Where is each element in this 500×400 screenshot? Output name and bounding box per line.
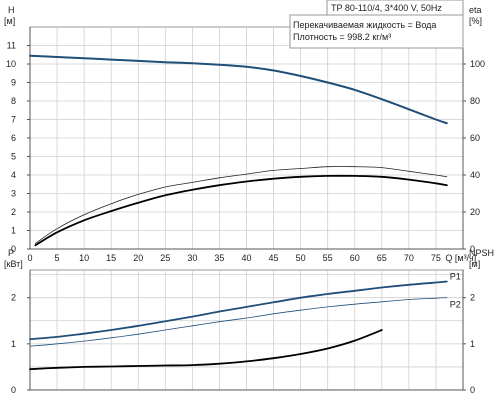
y2-tick-label: 60 <box>470 133 480 143</box>
chart-title: TP 80-110/4, 3*400 V, 50Hz <box>331 3 442 13</box>
x-tick-label: 0 <box>27 253 32 263</box>
x-tick-label: 45 <box>269 253 279 263</box>
x-tick-label: 20 <box>133 253 143 263</box>
y-tick-label: 9 <box>11 78 16 88</box>
y2-tick-label: 80 <box>470 96 480 106</box>
y-tick-label: 4 <box>11 170 16 180</box>
y2-tick-label: 20 <box>470 207 480 217</box>
y-tick-label: 8 <box>11 96 16 106</box>
y-tick-label: 7 <box>11 115 16 125</box>
x-tick-label: 10 <box>79 253 89 263</box>
chart-annotation: Плотность = 998.2 кг/м³ <box>293 32 391 42</box>
y-axis-label: H <box>8 5 15 15</box>
series-line-1-3 <box>34 174 448 247</box>
y-axis-label: P <box>8 248 14 258</box>
x-tick-label: 50 <box>296 253 306 263</box>
x-tick-label: 75 <box>431 253 441 263</box>
info-box: TP 80-110/4, 3*400 V, 50Hz Перекачиваемая… <box>289 0 464 49</box>
y2-axis-label: NPSH <box>469 248 494 258</box>
x-tick-label: 40 <box>241 253 251 263</box>
y-tick-label: 10 <box>6 59 16 69</box>
series-line-p2 <box>29 297 448 347</box>
series-line-2-3 <box>29 329 383 371</box>
x-tick-label: 65 <box>377 253 387 263</box>
y-tick-label: 1 <box>11 339 16 349</box>
x-tick-label: 25 <box>160 253 170 263</box>
series-line-p1 <box>29 280 448 341</box>
x-tick-label: 15 <box>106 253 116 263</box>
x-tick-label: 5 <box>55 253 60 263</box>
x-tick-label: 30 <box>187 253 197 263</box>
y2-tick-label: 0 <box>470 385 475 395</box>
y-tick-label: 11 <box>7 41 16 51</box>
x-tick-label: 70 <box>404 253 414 263</box>
y2-axis-unit: [%] <box>469 16 482 26</box>
y-tick-label: 0 <box>11 385 16 395</box>
y2-axis-unit: [м] <box>469 259 480 269</box>
y-tick-label: 0 <box>11 244 16 254</box>
series-line-1-2 <box>35 166 448 244</box>
y-tick-label: 2 <box>11 293 16 303</box>
y2-tick-label: 2 <box>470 293 475 303</box>
x-tick-label: 60 <box>350 253 360 263</box>
x-tick-label: 35 <box>214 253 224 263</box>
series-label-p2: P2 <box>450 300 461 310</box>
chart-annotation: Перекачиваемая жидкость = Вода <box>293 20 436 30</box>
series-label-p1: P1 <box>450 272 461 282</box>
y2-axis-label: eta <box>469 5 482 15</box>
y-tick-label: 6 <box>11 133 16 143</box>
y-tick-label: 5 <box>11 152 16 162</box>
y2-tick-label: 40 <box>470 170 480 180</box>
x-axis-label: Q <box>445 253 452 263</box>
y-tick-label: 2 <box>11 207 16 217</box>
y-tick-label: 1 <box>11 226 16 236</box>
y-axis-unit: [кВт] <box>4 259 23 269</box>
series-line-1-1 <box>29 54 448 125</box>
y2-tick-label: 0 <box>470 244 475 254</box>
x-axis-unit: [м³/ч] <box>455 253 476 263</box>
y2-tick-label: 1 <box>470 339 475 349</box>
y-tick-label: 3 <box>11 189 16 199</box>
x-tick-label: 55 <box>323 253 333 263</box>
y2-tick-label: 100 <box>470 59 485 69</box>
y-axis-unit: [м] <box>4 16 15 26</box>
annotation-box <box>289 14 464 49</box>
